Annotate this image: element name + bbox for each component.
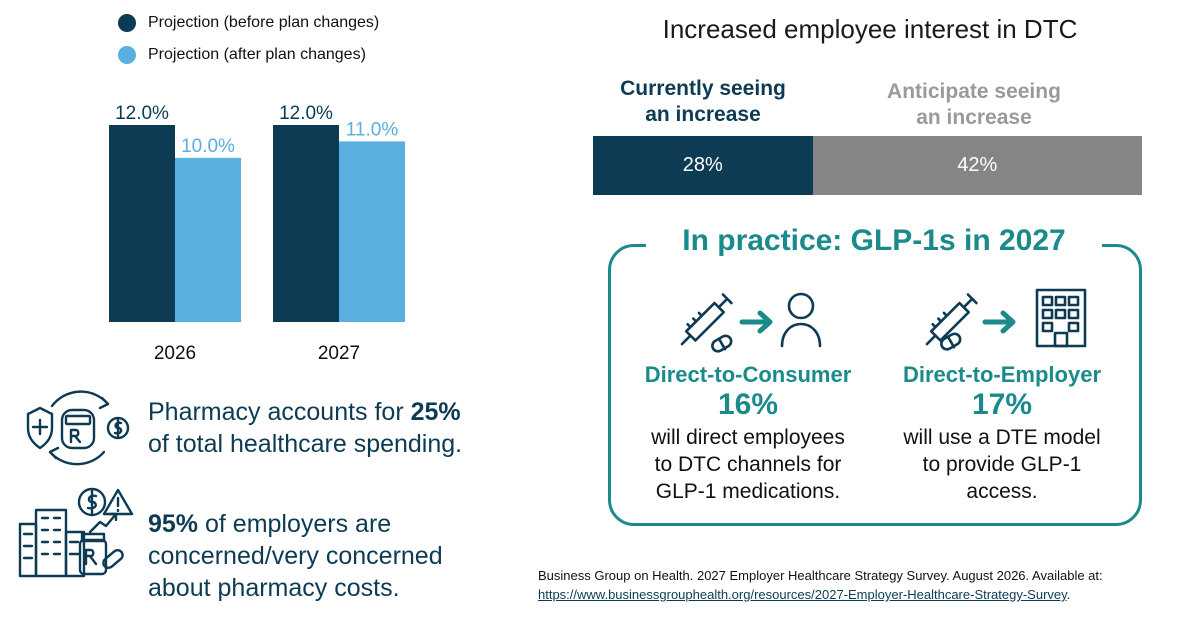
dtc-interest-title: Increased employee interest in DTC bbox=[662, 14, 1078, 44]
citation-link[interactable]: https://www.businessgrouphealth.org/reso… bbox=[538, 587, 1067, 602]
dte-column-percent: 17% bbox=[971, 388, 1033, 421]
bar-value-label-2027-after: 11.0% bbox=[346, 119, 399, 140]
dtc-desc-line2: to DTC channels for bbox=[654, 453, 842, 476]
bar-anticipate-value-label: 42% bbox=[957, 154, 998, 176]
dtc-stacked-bar: 28% 42% bbox=[593, 136, 1142, 195]
citation: Business Group on Health. 2027 Employer … bbox=[538, 566, 1103, 604]
dtc-column-description: will direct employees to DTC channels fo… bbox=[618, 424, 878, 505]
dte-column: Direct-to-Employer 17% will use a DTE mo… bbox=[878, 362, 1126, 505]
dte-desc-line3: access. bbox=[966, 480, 1038, 503]
concern-stat-line1: of employers are bbox=[198, 510, 392, 538]
anticipate-increase-line1: Anticipate seeing bbox=[887, 80, 1061, 103]
pharmacy-cycle-icon bbox=[22, 386, 134, 475]
legend-item-before: Projection (before plan changes) bbox=[118, 14, 379, 32]
anticipate-increase-label: Anticipate seeing an increase bbox=[820, 79, 1128, 131]
bar-2027-after bbox=[339, 141, 405, 322]
legend-swatch-before bbox=[118, 14, 136, 32]
pharmacy-stat-post: of total healthcare spending. bbox=[148, 430, 463, 458]
syringe-to-person-icon bbox=[670, 284, 830, 361]
projection-bar-chart: 12.0% 10.0% 2026 12.0% 11.0% 2027 bbox=[109, 103, 405, 364]
bar-2026-after bbox=[175, 157, 241, 322]
practice-title: In practice: GLP-1s in 2027 bbox=[646, 224, 1102, 258]
dtc-desc-line1: will direct employees bbox=[651, 426, 845, 449]
current-increase-label: Currently seeing an increase bbox=[593, 76, 813, 128]
legend-label-after: Projection (after plan changes) bbox=[148, 46, 366, 63]
citation-text: Business Group on Health. 2027 Employer … bbox=[538, 568, 1103, 583]
dte-desc-line1: will use a DTE model bbox=[903, 426, 1101, 449]
legend-item-after: Projection (after plan changes) bbox=[118, 46, 366, 64]
employer-concern-stat: 95% of employers are concerned/very conc… bbox=[148, 508, 443, 604]
bar-value-label-2026-after: 10.0% bbox=[181, 136, 235, 157]
bar-anticipate-increase: 42% bbox=[812, 136, 1142, 195]
bar-2026-before bbox=[109, 125, 175, 322]
dte-desc-line2: to provide GLP-1 bbox=[922, 453, 1082, 476]
current-increase-line2: an increase bbox=[645, 103, 761, 126]
legend-label-before: Projection (before plan changes) bbox=[148, 14, 380, 31]
pharmacy-stat-value: 25% bbox=[410, 398, 461, 426]
bar-current-value-label: 28% bbox=[682, 154, 723, 176]
dtc-column-title: Direct-to-Consumer bbox=[644, 362, 852, 387]
bar-current-increase: 28% bbox=[593, 136, 813, 195]
dte-column-description: will use a DTE model to provide GLP-1 ac… bbox=[878, 424, 1126, 505]
concern-stat-line2: concerned/very concerned bbox=[148, 542, 443, 570]
dtc-desc-line3: GLP-1 medications. bbox=[655, 480, 841, 503]
legend-swatch-after bbox=[118, 46, 136, 64]
pharmacy-stat-pre: Pharmacy accounts for bbox=[148, 398, 411, 426]
pharmacy-stat: Pharmacy accounts for 25% of total healt… bbox=[148, 396, 462, 460]
bar-value-label-2026-before: 12.0% bbox=[115, 103, 169, 124]
current-increase-line1: Currently seeing bbox=[620, 77, 786, 100]
dte-column-title: Direct-to-Employer bbox=[902, 362, 1102, 387]
x-tick-label-2026: 2026 bbox=[154, 343, 196, 364]
concern-stat-value: 95% bbox=[148, 510, 199, 538]
dtc-column-percent: 16% bbox=[717, 388, 779, 421]
x-tick-label-2027: 2027 bbox=[318, 343, 360, 364]
citation-period: . bbox=[1066, 587, 1071, 602]
syringe-to-building-icon bbox=[915, 284, 1095, 361]
concern-stat-line3: about pharmacy costs. bbox=[148, 574, 400, 602]
employer-cost-icon bbox=[16, 484, 136, 585]
bar-value-label-2027-before: 12.0% bbox=[279, 103, 333, 124]
anticipate-increase-line2: an increase bbox=[916, 106, 1032, 129]
dtc-column: Direct-to-Consumer 16% will direct emplo… bbox=[618, 362, 878, 505]
bar-2027-before bbox=[273, 125, 339, 322]
